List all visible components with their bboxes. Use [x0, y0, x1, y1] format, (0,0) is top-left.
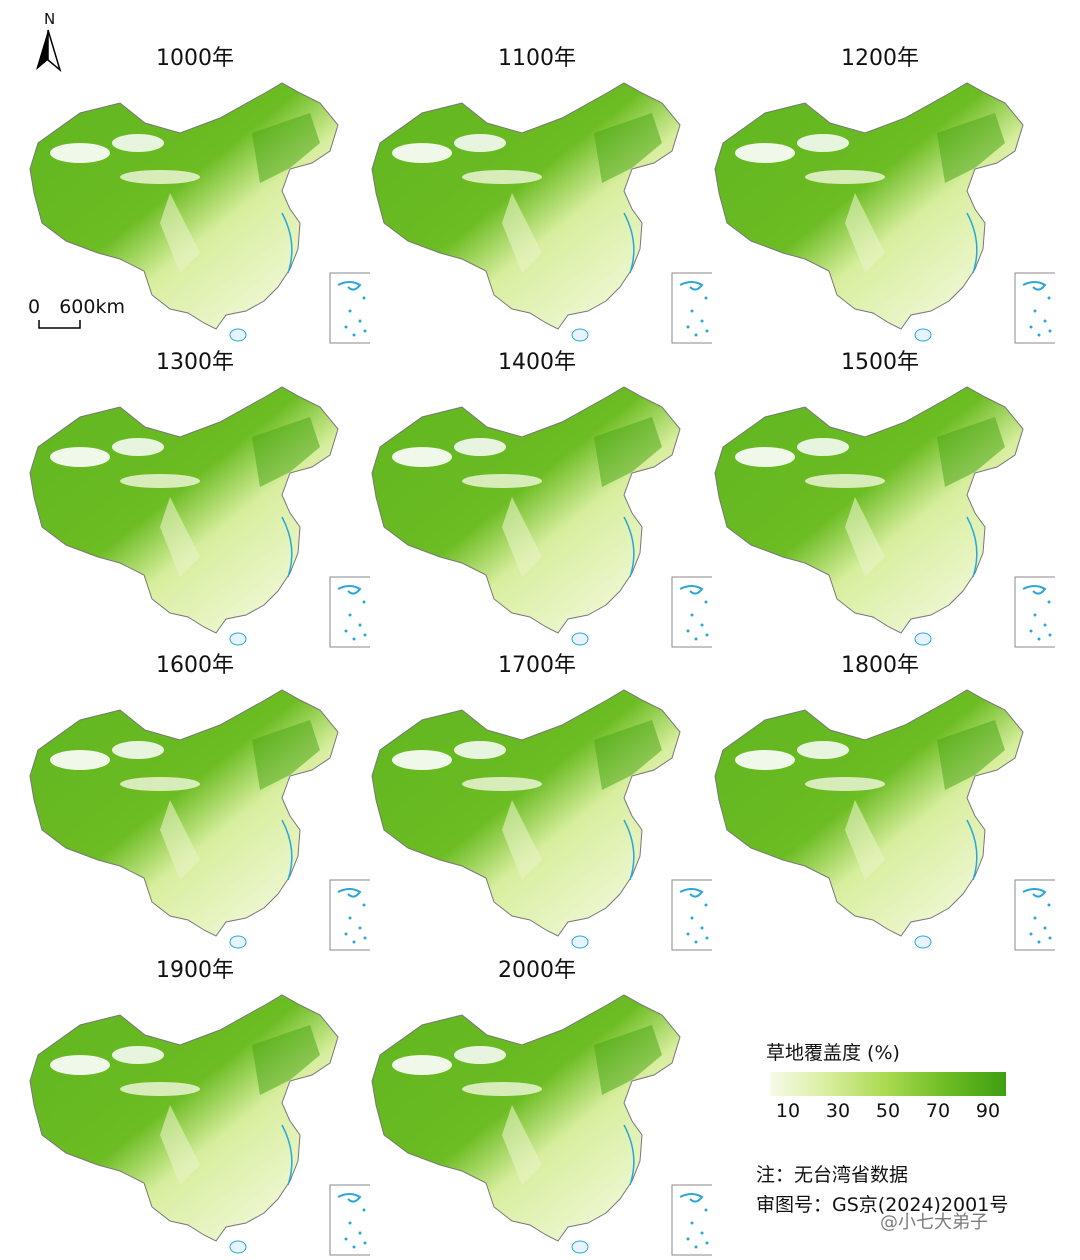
scale-distance: 600km: [59, 296, 125, 318]
north-arrow: N: [28, 10, 78, 80]
legend-tick: 50: [875, 1100, 901, 1122]
panel-year: 1700年: [498, 653, 576, 678]
north-label: N: [44, 10, 56, 28]
panel-year: 1100年: [498, 46, 576, 71]
panel-year: 1500年: [841, 350, 919, 375]
china-map: [371, 994, 712, 1256]
note-line-1: 注：无台湾省数据: [756, 1164, 909, 1186]
note-line-2: 审图号：GS京(2024)2001号: [756, 1194, 1009, 1216]
map-panel: 1100年: [362, 46, 712, 348]
map-panel: 2000年: [362, 958, 712, 1260]
watermark: @小七大弟子: [880, 1212, 988, 1233]
china-map: [371, 82, 712, 344]
scale-zero: 0: [28, 296, 41, 318]
panel-year: 1800年: [841, 653, 919, 678]
map-panel: 1200年: [705, 46, 1055, 348]
china-map: [29, 82, 370, 344]
china-map: [371, 386, 712, 648]
map-panel: 1700年: [362, 653, 712, 955]
legend-tick: 10: [775, 1100, 801, 1122]
legend-tick: 30: [825, 1100, 851, 1122]
map-panel: 1800年: [705, 653, 1055, 955]
china-map: [29, 689, 370, 951]
china-map: [29, 386, 370, 648]
panel-year: 1900年: [156, 958, 234, 983]
map-panel: 1900年: [20, 958, 370, 1260]
china-map: [714, 386, 1055, 648]
scale-line: [38, 320, 81, 329]
legend-ticks: 10 30 50 70 90: [770, 1100, 1006, 1124]
panel-year: 1200年: [841, 46, 919, 71]
panel-year: 2000年: [498, 958, 576, 983]
panel-year: 1300年: [156, 350, 234, 375]
scale-bar: 0 600km: [28, 296, 148, 336]
panel-year: 1600年: [156, 653, 234, 678]
legend-color-bar: [770, 1072, 1006, 1096]
notes: 注：无台湾省数据 审图号：GS京(2024)2001号: [756, 1160, 1008, 1220]
legend-tick: 90: [975, 1100, 1001, 1122]
china-map: [29, 994, 370, 1256]
map-panel: 1500年: [705, 350, 1055, 652]
legend: 草地覆盖度 (%) 10 30 50 70 90: [760, 1038, 1060, 1128]
map-panel: 1600年: [20, 653, 370, 955]
legend-tick: 70: [925, 1100, 951, 1122]
map-panel: 1000年: [20, 46, 370, 348]
china-map: [714, 689, 1055, 951]
legend-title: 草地覆盖度 (%): [766, 1042, 900, 1064]
panel-year: 1400年: [498, 350, 576, 375]
map-panel: 1300年: [20, 350, 370, 652]
north-arrow-icon: [36, 29, 62, 73]
china-map: [371, 689, 712, 951]
map-panel: 1400年: [362, 350, 712, 652]
china-map: [714, 82, 1055, 344]
panel-year: 1000年: [156, 46, 234, 71]
